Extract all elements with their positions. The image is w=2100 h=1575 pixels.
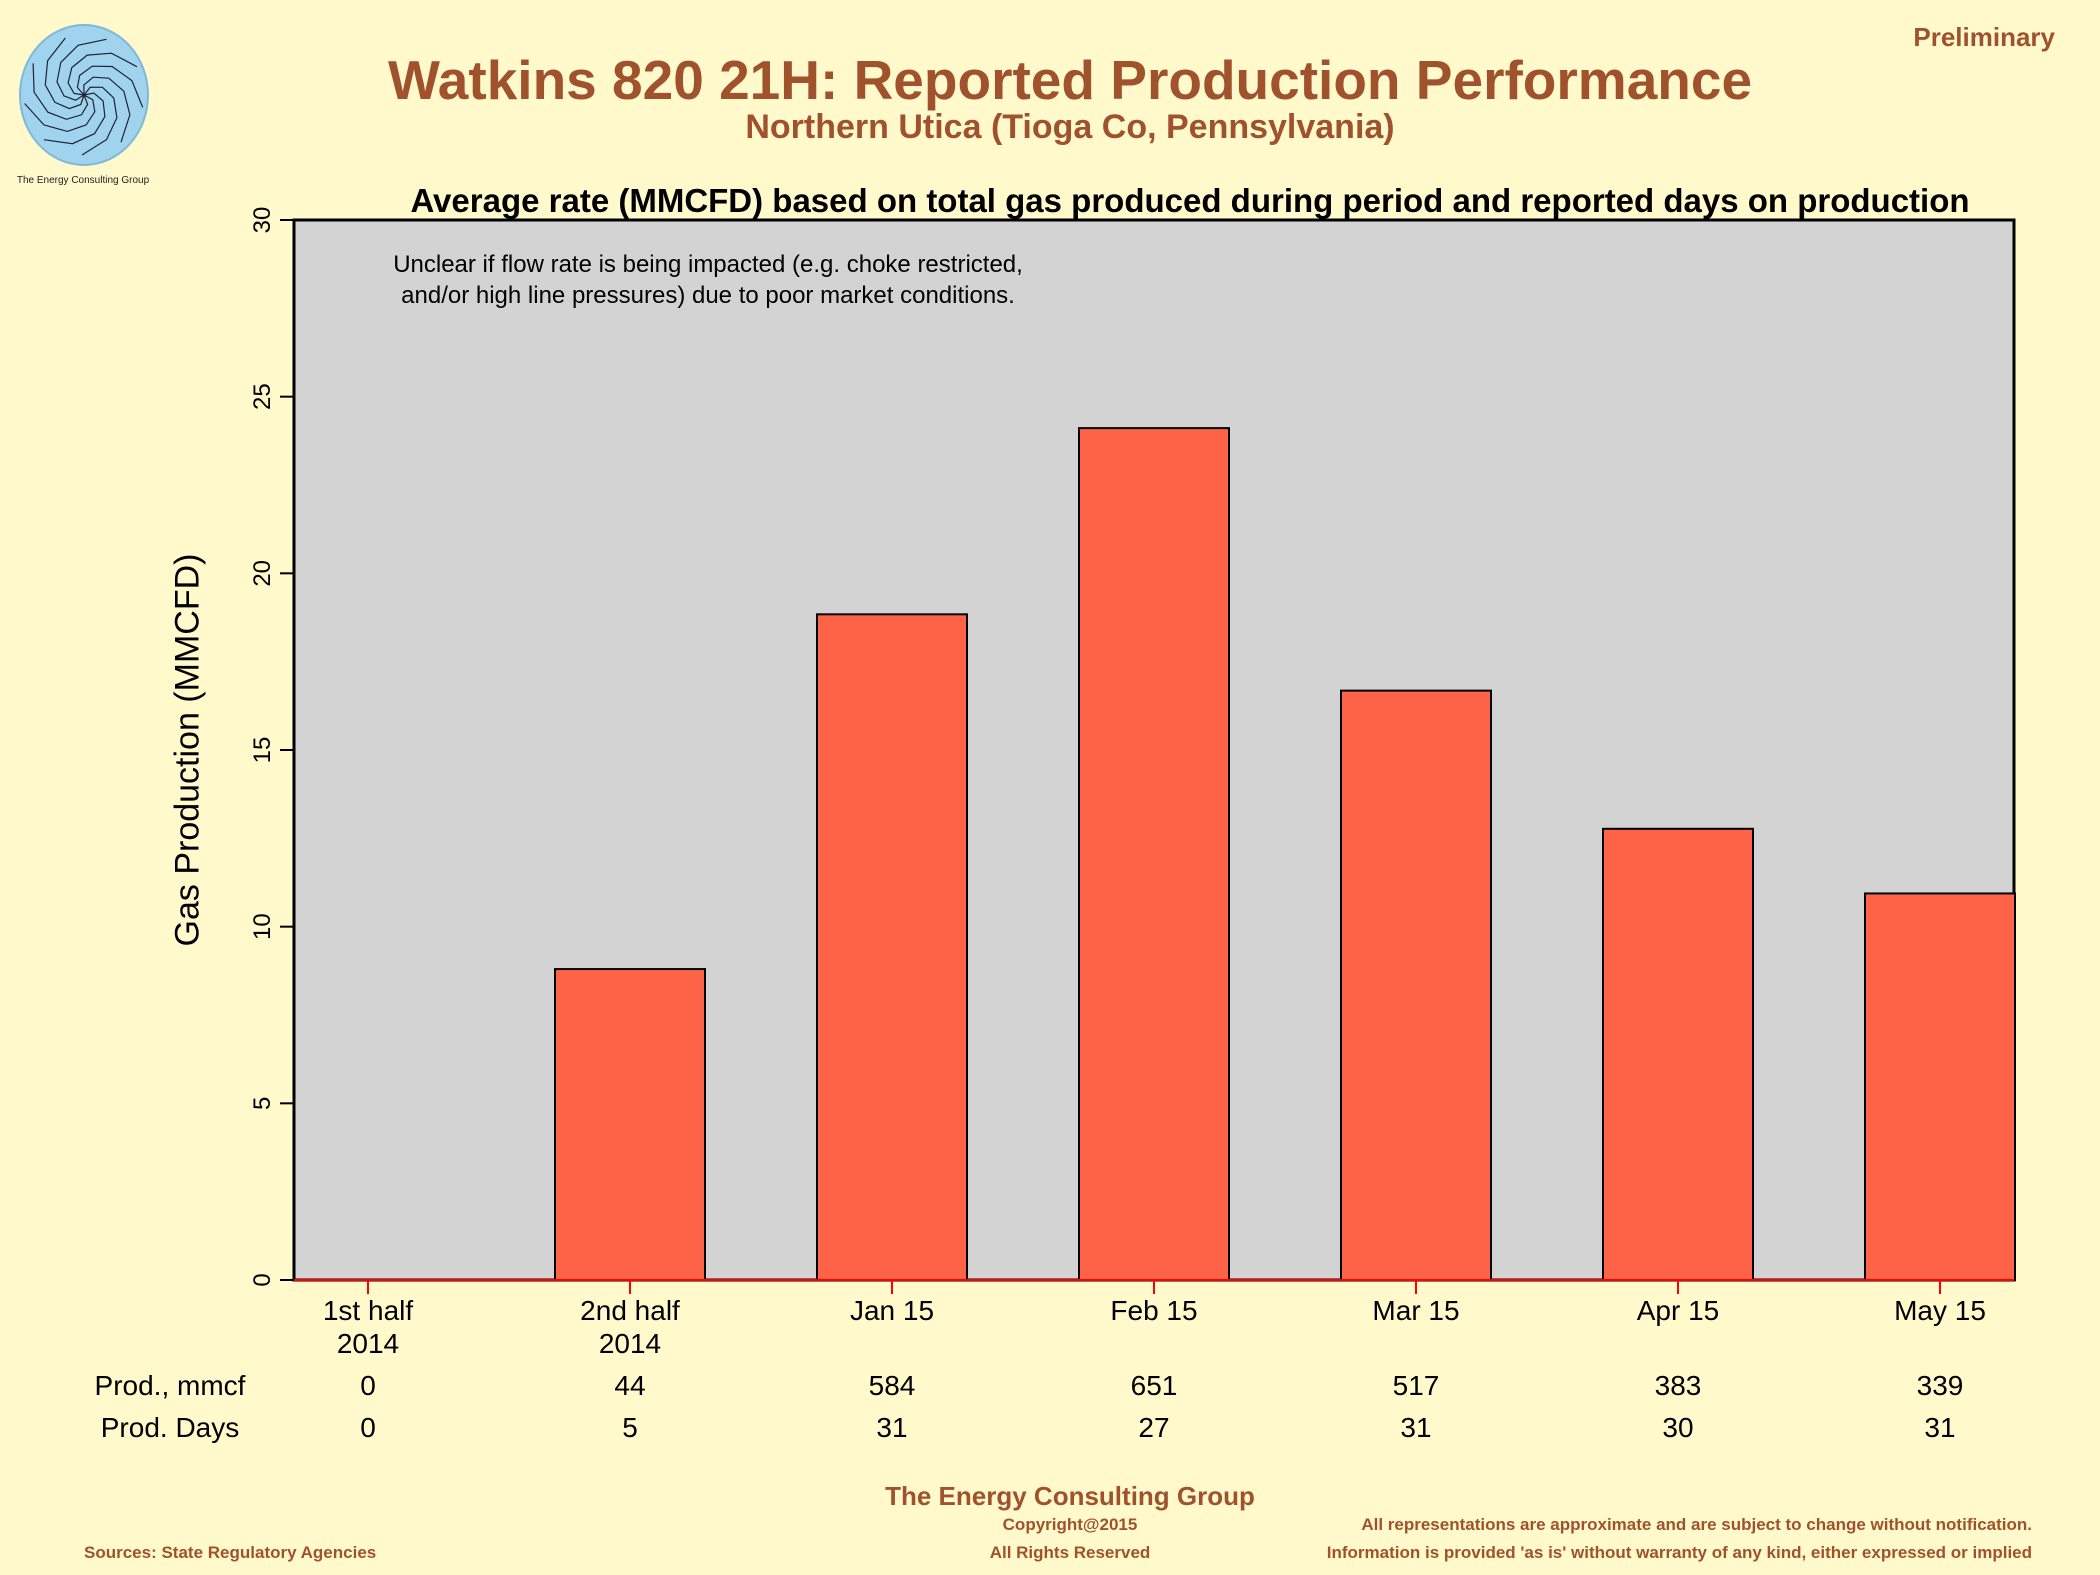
logo-swirl-line <box>67 52 138 96</box>
footer-disclaimer: All representations are approximate and … <box>1361 1515 2032 1534</box>
logo-swirl-line <box>81 86 118 156</box>
table-cell: 27 <box>1138 1412 1170 1443</box>
bar-3 <box>1078 427 1230 1281</box>
company-logo <box>19 24 149 166</box>
footer-copyright: Copyright@2015 <box>1002 1515 1138 1534</box>
status-label: Preliminary <box>1913 22 2055 52</box>
footer-rights: All Rights Reserved <box>989 1543 1151 1562</box>
table-row-label: Prod. Days <box>100 1412 240 1443</box>
page-title: Watkins 820 21H: Reported Production Per… <box>387 49 1753 111</box>
logo-swirl-line <box>56 38 107 101</box>
table-cell: 31 <box>1400 1412 1432 1443</box>
x-tick-label: 2014 <box>599 1328 661 1359</box>
chart-annotation: and/or high line pressures) due to poor … <box>401 282 1015 309</box>
y-tick-label: 25 <box>249 383 276 410</box>
x-tick-label: Apr 15 <box>1637 1295 1720 1326</box>
x-tick-label: 1st half <box>323 1295 413 1326</box>
logo-swirl-line <box>76 65 144 108</box>
y-tick-label: 10 <box>249 913 276 940</box>
logo-swirl-line <box>83 76 131 143</box>
page-subtitle: Northern Utica (Tioga Co, Pennsylvania) <box>745 108 1395 146</box>
logo-text: The Energy Consulting Group <box>16 175 150 186</box>
chart-annotation: Unclear if flow rate is being impacted (… <box>393 251 1023 278</box>
table-row-label: Prod., mmcf <box>94 1370 246 1401</box>
table-cell: 31 <box>1924 1412 1956 1443</box>
y-tick-label: 15 <box>249 737 276 764</box>
table-cell: 584 <box>868 1370 916 1401</box>
footer-disclaimer-2: Information is provided 'as is' without … <box>1326 1543 2032 1562</box>
table-cell: 0 <box>360 1370 376 1401</box>
bar-1 <box>554 968 706 1281</box>
table-cell: 383 <box>1654 1370 1702 1401</box>
chart-title: Average rate (MMCFD) based on total gas … <box>410 182 1970 219</box>
table-cell: 31 <box>876 1412 908 1443</box>
logo-swirl-line <box>24 94 96 133</box>
table-cell: 651 <box>1130 1370 1178 1401</box>
x-tick-label: Feb 15 <box>1110 1295 1197 1326</box>
logo-swirl-line <box>32 63 89 120</box>
table-cell: 339 <box>1916 1370 1964 1401</box>
bar-4 <box>1340 689 1492 1281</box>
bar-6 <box>1864 892 2016 1281</box>
logo-swirl-line <box>43 92 106 145</box>
x-tick-label: Mar 15 <box>1372 1295 1459 1326</box>
x-tick-label: May 15 <box>1894 1295 1986 1326</box>
x-tick-label: 2nd half <box>580 1295 680 1326</box>
y-tick-label: 5 <box>249 1097 276 1110</box>
x-tick-label: Jan 15 <box>850 1295 934 1326</box>
table-cell: 44 <box>614 1370 646 1401</box>
y-tick-label: 30 <box>249 207 276 234</box>
table-cell: 517 <box>1392 1370 1440 1401</box>
table-cell: 5 <box>622 1412 638 1443</box>
footer-company: The Energy Consulting Group <box>885 1481 1255 1511</box>
footer-sources: Sources: State Regulatory Agencies <box>84 1543 377 1562</box>
table-cell: 0 <box>360 1412 376 1443</box>
y-tick-label: 0 <box>249 1273 276 1286</box>
bar-2 <box>816 613 968 1281</box>
table-cell: 30 <box>1662 1412 1694 1443</box>
y-tick-label: 20 <box>249 560 276 587</box>
bar-5 <box>1602 827 1754 1281</box>
x-tick-label: 2014 <box>337 1328 399 1359</box>
logo-swirl-line <box>44 37 85 110</box>
